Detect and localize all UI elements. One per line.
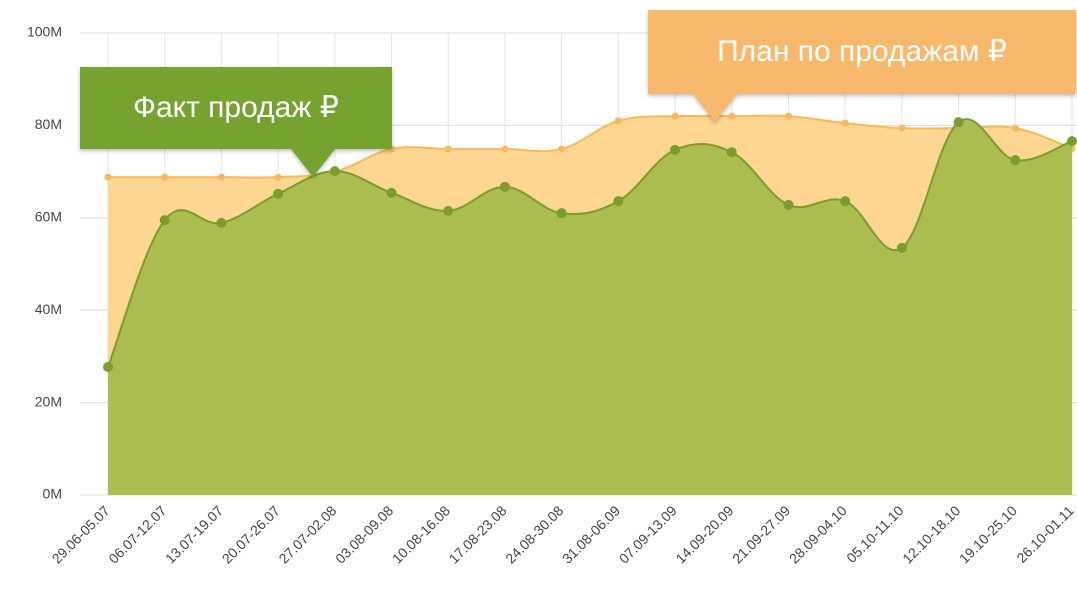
point [329,166,340,177]
x-tick-label: 24.08-30.08 [502,502,566,566]
x-tick-label: 06.07-12.07 [105,502,169,566]
point [953,117,964,128]
series-line [108,114,1073,179]
x-tick-label: 26.10-01.11 [1013,502,1077,566]
point [556,208,567,219]
point [273,188,284,199]
point [386,187,397,198]
y-tick-label: 40M [35,301,62,317]
point [443,205,454,216]
point [444,145,452,153]
point [1010,155,1021,166]
point [784,112,792,120]
y-tick-label: 80M [35,116,62,132]
point [670,144,681,155]
point [898,124,906,132]
point [841,119,849,127]
x-tick-label: 31.08-06.09 [559,502,623,566]
x-tick-label: 17.08-23.08 [446,502,510,566]
callout: План по продажам ₽ [648,10,1076,122]
point [501,145,509,153]
point [217,173,225,181]
callout-box [80,67,392,177]
x-tick-label: 20.07-26.07 [219,502,283,566]
x-tick-label: 03.08-09.08 [332,502,396,566]
x-tick-label: 27.07-02.08 [275,502,339,566]
point [274,173,282,181]
x-tick-label: 13.07-19.07 [162,502,226,566]
y-tick-label: 60M [35,209,62,225]
x-tick-label: 07.09-13.09 [616,502,680,566]
point [216,217,227,228]
point [840,196,851,207]
point [728,112,736,120]
point [614,117,622,125]
point [1067,136,1077,147]
x-tick-label: 19.10-25.10 [956,502,1020,566]
point [896,242,907,253]
x-tick-label: 28.09-04.10 [786,502,850,566]
point [783,199,794,210]
point [726,147,737,158]
x-tick-label: 05.10-11.10 [843,502,907,566]
series-line [107,118,1073,368]
point [104,173,112,181]
point [161,173,169,181]
point [499,181,510,192]
x-tick-label: 14.09-20.09 [672,502,736,566]
y-tick-label: 0M [43,486,62,502]
point [613,196,624,207]
callout-box [648,10,1076,122]
callout: Факт продаж ₽ [80,67,392,177]
x-tick-label: 10.08-16.08 [389,502,453,566]
y-tick-label: 100M [27,24,62,40]
x-tick-label: 21.09-27.09 [729,502,793,566]
point [159,215,170,226]
point [671,112,679,120]
legend-label: Факт продаж ₽ [133,91,339,124]
area-fill [108,119,1072,495]
point [558,145,566,153]
point [103,362,113,373]
y-tick-label: 20M [35,393,62,409]
point [1011,124,1019,132]
x-tick-label: 29.06-05.07 [49,502,113,566]
legend-label: План по продажам ₽ [717,35,1007,68]
x-tick-label: 12.10-18.10 [899,502,963,566]
